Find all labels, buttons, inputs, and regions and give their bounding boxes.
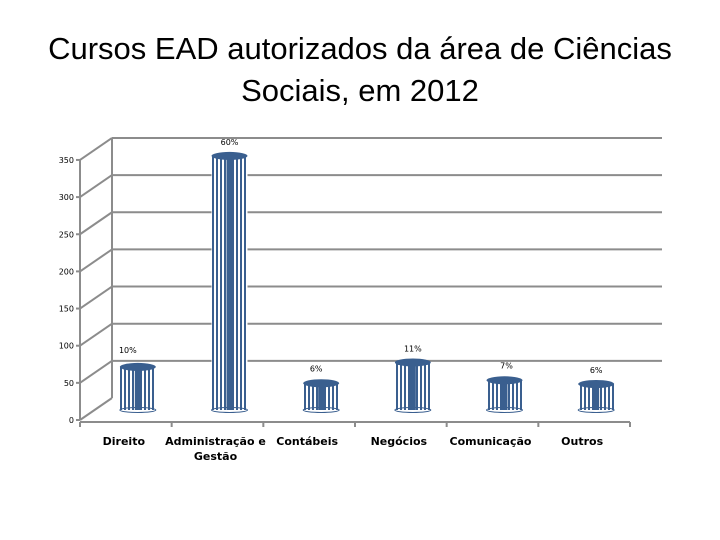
bar-base: [486, 407, 523, 413]
y-tick-label: 0: [69, 416, 74, 425]
y-tick-label: 300: [59, 193, 74, 202]
bar-top: [486, 376, 523, 385]
bar-top: [394, 358, 431, 367]
bar-top: [211, 151, 248, 160]
y-tick-label: 250: [59, 230, 74, 239]
data-label: 6%: [590, 366, 603, 375]
y-tick-label: 50: [64, 379, 74, 388]
x-category-label: Contábeis: [276, 435, 339, 448]
x-category-label: Outros: [561, 435, 604, 448]
data-label: 60%: [221, 138, 239, 147]
gridline-side: [79, 322, 113, 347]
data-label: 7%: [500, 361, 513, 370]
y-tick-label: 150: [59, 305, 74, 314]
gridline-side: [79, 211, 113, 236]
gridline-side: [79, 285, 113, 310]
bar-highlight: [226, 155, 233, 410]
bar-highlight: [593, 383, 600, 410]
chart-title-line-2: Sociais, em 2012: [241, 73, 479, 108]
x-category-label: Administração e Gestão: [165, 435, 266, 463]
bar-highlight: [409, 362, 416, 410]
gridline-side: [79, 137, 113, 161]
data-label: 6%: [310, 364, 323, 373]
gridline-side: [79, 397, 113, 421]
data-label: 11%: [404, 344, 422, 353]
bar-top: [578, 379, 615, 388]
bar-base: [119, 407, 157, 413]
chart-title-line-1: Cursos EAD autorizados da área de Ciênci…: [48, 31, 672, 66]
bar-base: [577, 407, 615, 413]
y-tick-label: 100: [59, 342, 74, 351]
gridline-side: [79, 360, 113, 384]
data-label: 10%: [119, 346, 137, 355]
x-category-label: Direito: [102, 435, 146, 448]
bar-highlight: [318, 383, 325, 410]
bar-base: [211, 407, 248, 413]
bar-top: [119, 362, 156, 371]
bar-highlight: [134, 366, 141, 410]
x-category-label: Negócios: [370, 435, 428, 448]
bar-base: [394, 407, 432, 413]
bar-base: [302, 407, 340, 413]
x-category-label: Comunicação: [449, 435, 532, 448]
y-tick-label: 200: [59, 267, 74, 276]
chart-title: Cursos EAD autorizados da área de Ciênci…: [0, 28, 720, 112]
y-tick-label: 350: [59, 156, 74, 165]
gridline-side: [79, 248, 113, 273]
gridline-side: [79, 174, 113, 198]
bar-highlight: [501, 380, 508, 410]
bar-top: [303, 379, 340, 388]
